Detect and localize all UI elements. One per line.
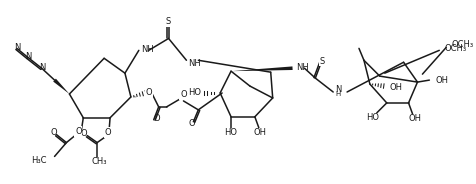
Text: O: O [180, 91, 187, 100]
Text: S: S [166, 17, 171, 26]
Text: S: S [319, 57, 324, 66]
Text: O: O [50, 128, 57, 137]
Text: N: N [26, 52, 32, 61]
Text: OCH₃: OCH₃ [443, 44, 466, 53]
Text: CH₃: CH₃ [91, 157, 107, 166]
Text: OH: OH [253, 128, 266, 137]
Text: OH: OH [435, 76, 447, 85]
Text: O: O [188, 119, 194, 128]
Text: O: O [81, 129, 88, 138]
Text: N: N [14, 43, 20, 52]
Text: HO: HO [366, 113, 378, 122]
Text: NH: NH [296, 63, 308, 72]
Text: O: O [153, 114, 159, 123]
Text: NH: NH [140, 45, 153, 54]
Text: OH: OH [407, 114, 420, 123]
Text: O: O [75, 127, 81, 136]
Polygon shape [53, 79, 69, 94]
Text: H₃C: H₃C [31, 156, 47, 165]
Text: O: O [145, 89, 152, 98]
Text: OH: OH [389, 83, 402, 92]
Text: N: N [40, 63, 46, 72]
Text: H: H [335, 91, 340, 97]
Text: NH: NH [188, 59, 201, 68]
Text: N: N [335, 84, 341, 93]
Text: O: O [105, 128, 111, 137]
Text: HO: HO [224, 128, 237, 137]
Text: OCH₃: OCH₃ [450, 40, 472, 49]
Polygon shape [230, 66, 292, 71]
Text: HO: HO [188, 89, 201, 98]
